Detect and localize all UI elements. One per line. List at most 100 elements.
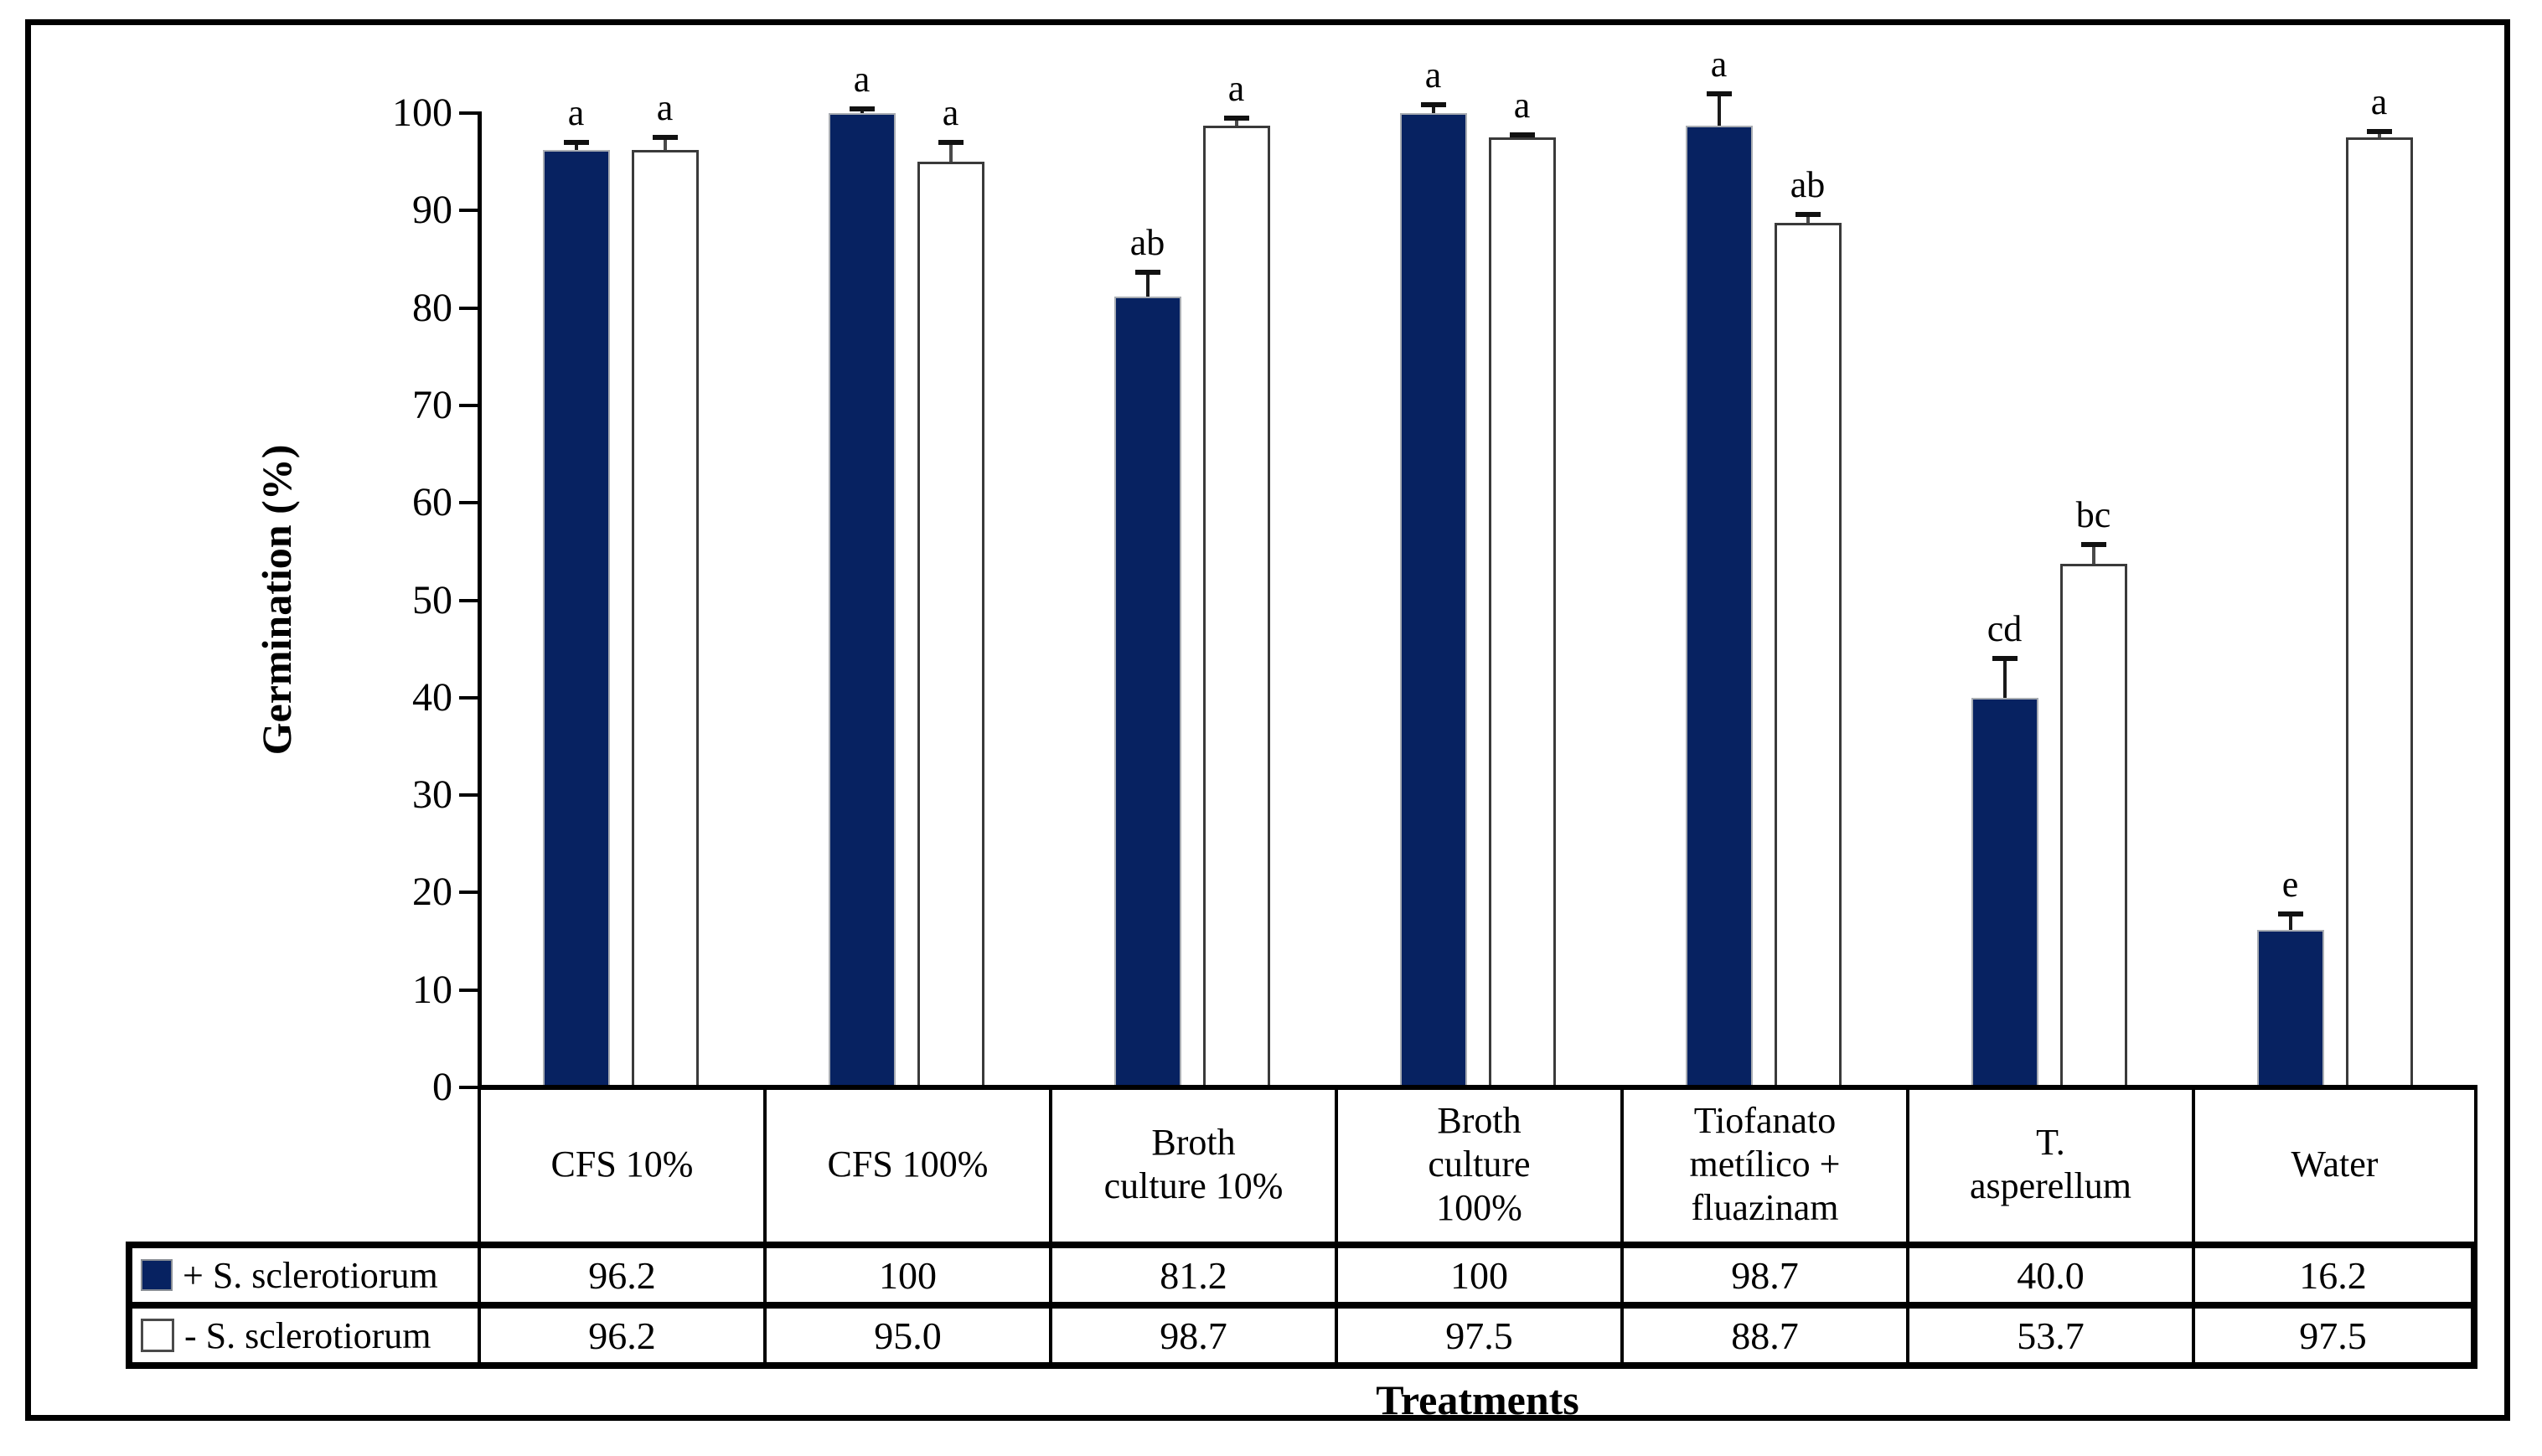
y-tick-mark — [459, 988, 478, 992]
significance-letter: a — [2370, 81, 2388, 123]
y-tick-label: 40 — [412, 674, 452, 720]
y-axis-line — [478, 111, 482, 1087]
error-bar-cap — [1223, 115, 1249, 121]
legend-label: + S. sclerotiorum — [183, 1254, 438, 1296]
y-tick-label: 30 — [412, 772, 452, 818]
error-bar-line — [1431, 104, 1435, 113]
significance-letter: e — [2281, 863, 2299, 905]
table-header-4: Broth culture 100% — [1335, 1087, 1620, 1242]
error-bar-cap — [563, 139, 589, 145]
y-axis-title: Germination (%) — [253, 444, 300, 756]
error-bar-cap — [938, 139, 964, 145]
error-bar-line — [1234, 117, 1238, 126]
significance-letter: ab — [1129, 221, 1165, 263]
y-tick-mark — [459, 598, 478, 602]
bar-minus-sclerotiorum-7 — [2345, 137, 2413, 1087]
error-bar-cap — [2277, 911, 2303, 916]
bar-group-6: cd bc — [1906, 113, 2192, 1087]
error-bar-line — [2377, 132, 2381, 138]
significance-letter: ab — [1790, 163, 1826, 205]
bar-plus-sclerotiorum-4 — [1399, 113, 1467, 1087]
error-bar-line — [1806, 214, 1810, 224]
legend-row-plus-sclerotiorum: + S. sclerotiorum — [126, 1242, 478, 1305]
significance-letter: cd — [1987, 608, 2023, 650]
table-value: 40.0 — [1906, 1242, 2192, 1305]
y-tick-label: 100 — [392, 90, 452, 135]
error-bar-line — [2002, 658, 2007, 698]
significance-letter: a — [1710, 43, 1728, 85]
y-tick-mark — [459, 111, 478, 115]
error-bar-cap — [2366, 129, 2392, 135]
error-bar-cap — [652, 135, 678, 141]
table-value: 98.7 — [1049, 1305, 1335, 1369]
significance-letter: bc — [2075, 494, 2111, 536]
table-value: 100 — [1335, 1242, 1620, 1305]
table-value: 97.5 — [2192, 1305, 2477, 1369]
bar-plus-sclerotiorum-7 — [2256, 929, 2324, 1087]
y-tick-mark — [459, 695, 478, 700]
table-header-1: CFS 10% — [478, 1087, 763, 1242]
error-bar-cap — [1134, 269, 1160, 275]
significance-letter: a — [853, 59, 871, 101]
bar-minus-sclerotiorum-1 — [631, 150, 699, 1087]
bar-plus-sclerotiorum-2 — [828, 113, 896, 1087]
table-value: 88.7 — [1620, 1305, 1906, 1369]
bar-plus-sclerotiorum-5 — [1685, 126, 1753, 1087]
y-tick-mark — [459, 501, 478, 505]
legend-row-minus-sclerotiorum: - S. sclerotiorum — [126, 1305, 478, 1369]
error-bar-line — [1145, 271, 1150, 297]
error-bar-line — [2288, 913, 2292, 930]
significance-letter: a — [942, 91, 959, 133]
table-value: 98.7 — [1620, 1242, 1906, 1305]
table-header-5: Tiofanato metílico + fluazinam — [1620, 1087, 1906, 1242]
table-value: 100 — [763, 1242, 1049, 1305]
table-value: 95.0 — [763, 1305, 1049, 1369]
y-tick-label: 20 — [412, 870, 452, 915]
y-tick-mark — [459, 209, 478, 213]
bar-minus-sclerotiorum-3 — [1202, 126, 1270, 1087]
significance-letter: a — [1424, 54, 1442, 96]
table-header-2: CFS 100% — [763, 1087, 1049, 1242]
y-tick-label: 10 — [412, 967, 452, 1012]
bar-minus-sclerotiorum-2 — [917, 162, 984, 1087]
x-axis-title: Treatments — [1376, 1376, 1579, 1423]
table-value: 81.2 — [1049, 1242, 1335, 1305]
table-header-6: T. asperellum — [1906, 1087, 2192, 1242]
bar-group-3: ab a — [1049, 69, 1335, 1087]
y-tick-mark — [459, 793, 478, 798]
table-value: 53.7 — [1906, 1305, 2192, 1369]
y-tick-label: 0 — [432, 1065, 452, 1109]
bar-minus-sclerotiorum-4 — [1488, 137, 1556, 1087]
y-tick-label: 70 — [412, 382, 452, 427]
y-tick-mark — [459, 403, 478, 407]
error-bar-cap — [2080, 542, 2106, 548]
table-value: 97.5 — [1335, 1305, 1620, 1369]
significance-letter: a — [656, 87, 674, 129]
bar-group-5: a ab — [1620, 44, 1906, 1087]
y-tick-label: 80 — [412, 285, 452, 330]
error-bar-line — [948, 142, 953, 163]
table-value: 96.2 — [478, 1242, 763, 1305]
error-bar-cap — [849, 106, 875, 112]
bar-plus-sclerotiorum-1 — [542, 150, 610, 1087]
error-bar-cap — [1509, 132, 1535, 137]
y-tick-label: 50 — [412, 577, 452, 622]
error-bar-line — [1717, 93, 1721, 126]
table-value: 96.2 — [478, 1305, 763, 1369]
bar-minus-sclerotiorum-5 — [1774, 223, 1842, 1087]
y-tick-label: 60 — [412, 480, 452, 525]
error-bar-line — [2091, 545, 2095, 565]
error-bar-cap — [1706, 90, 1732, 96]
table-header-7: Water — [2192, 1087, 2477, 1242]
table-header-3: Broth culture 10% — [1049, 1087, 1335, 1242]
significance-letter: a — [567, 91, 585, 133]
y-tick-mark — [459, 891, 478, 895]
y-tick-mark — [459, 306, 478, 310]
table-value: 16.2 — [2192, 1242, 2477, 1305]
error-bar-line — [663, 137, 667, 151]
